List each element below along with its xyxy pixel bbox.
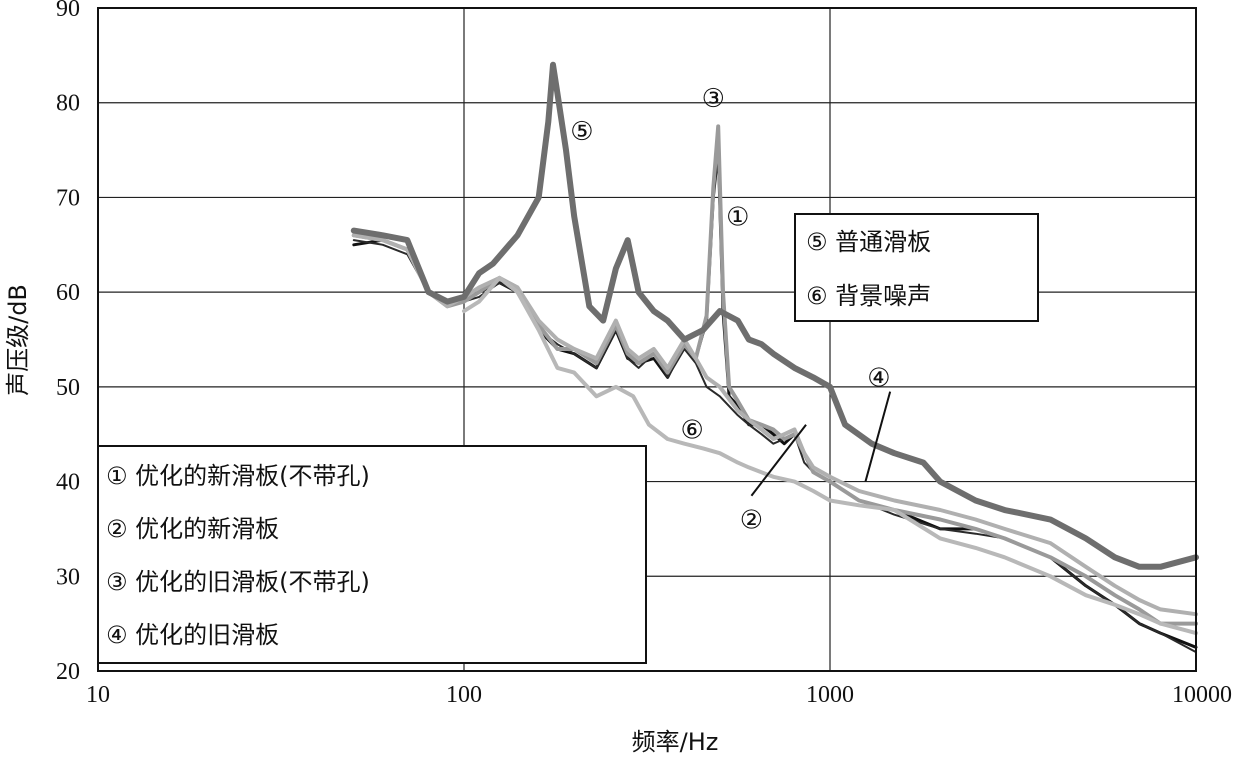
- x-axis-label: 频率/Hz: [632, 728, 719, 756]
- series-line-6: [462, 275, 1198, 636]
- legend-left-box: [97, 445, 647, 664]
- y-tick-label-6: 80: [56, 91, 80, 117]
- legend-entry-3: ③ 优化的旧滑板(不带孔): [106, 568, 370, 596]
- y-tick-label-1: 30: [56, 564, 80, 590]
- x-tick-label-3: 10000: [1172, 682, 1232, 708]
- y-tick-label-0: 20: [56, 659, 80, 685]
- x-tick-label-2: 1000: [806, 682, 854, 708]
- legend-right-box: [794, 213, 1039, 322]
- y-tick-label-5: 70: [56, 185, 80, 211]
- legend-entry-6: ⑥ 背景噪声: [806, 282, 931, 310]
- leader-line-1: [750, 424, 807, 497]
- y-tick-label-4: 60: [56, 280, 80, 306]
- series-marker-6: ⑥: [680, 415, 703, 445]
- x-tick-label-1: 100: [446, 682, 482, 708]
- y-tick-label-7: 90: [56, 0, 80, 22]
- leader-lines: [750, 391, 892, 497]
- series-marker-4: ④: [867, 363, 890, 393]
- legend-entry-2: ② 优化的新滑板: [106, 515, 279, 543]
- plot-frame: [97, 7, 1197, 672]
- series-marker-2: ②: [740, 505, 763, 535]
- legend-entry-5: ⑤ 普通滑板: [806, 228, 931, 256]
- series-marker-1: ①: [726, 202, 749, 232]
- legend-right: ⑤ 普通滑板 ⑥ 背景噪声: [794, 213, 1039, 322]
- legend-entry-1: ① 优化的新滑板(不带孔): [106, 462, 370, 490]
- y-tick-label-3: 50: [56, 375, 80, 401]
- y-tick-label-2: 40: [56, 470, 80, 496]
- x-tick-label-0: 10: [86, 682, 110, 708]
- legend-left: ① 优化的新滑板(不带孔) ② 优化的新滑板 ③ 优化的旧滑板(不带孔) ④ 优…: [97, 445, 647, 664]
- series-marker-3: ③: [702, 84, 725, 114]
- leader-line-2: [864, 391, 892, 482]
- series-marker-5: ⑤: [570, 117, 593, 147]
- y-axis-label: 声压级/dB: [4, 284, 32, 396]
- tick-labels: 20 30 40 50 60 70 80 90 10 100 1000 10000: [56, 0, 1232, 708]
- series-markers: ① ② ③ ④ ⑤ ⑥: [570, 84, 890, 535]
- legend-entry-4: ④ 优化的旧滑板: [106, 621, 279, 649]
- series-group: [350, 61, 1199, 654]
- series-line-2: [352, 239, 1197, 654]
- series-line-5: [350, 61, 1199, 570]
